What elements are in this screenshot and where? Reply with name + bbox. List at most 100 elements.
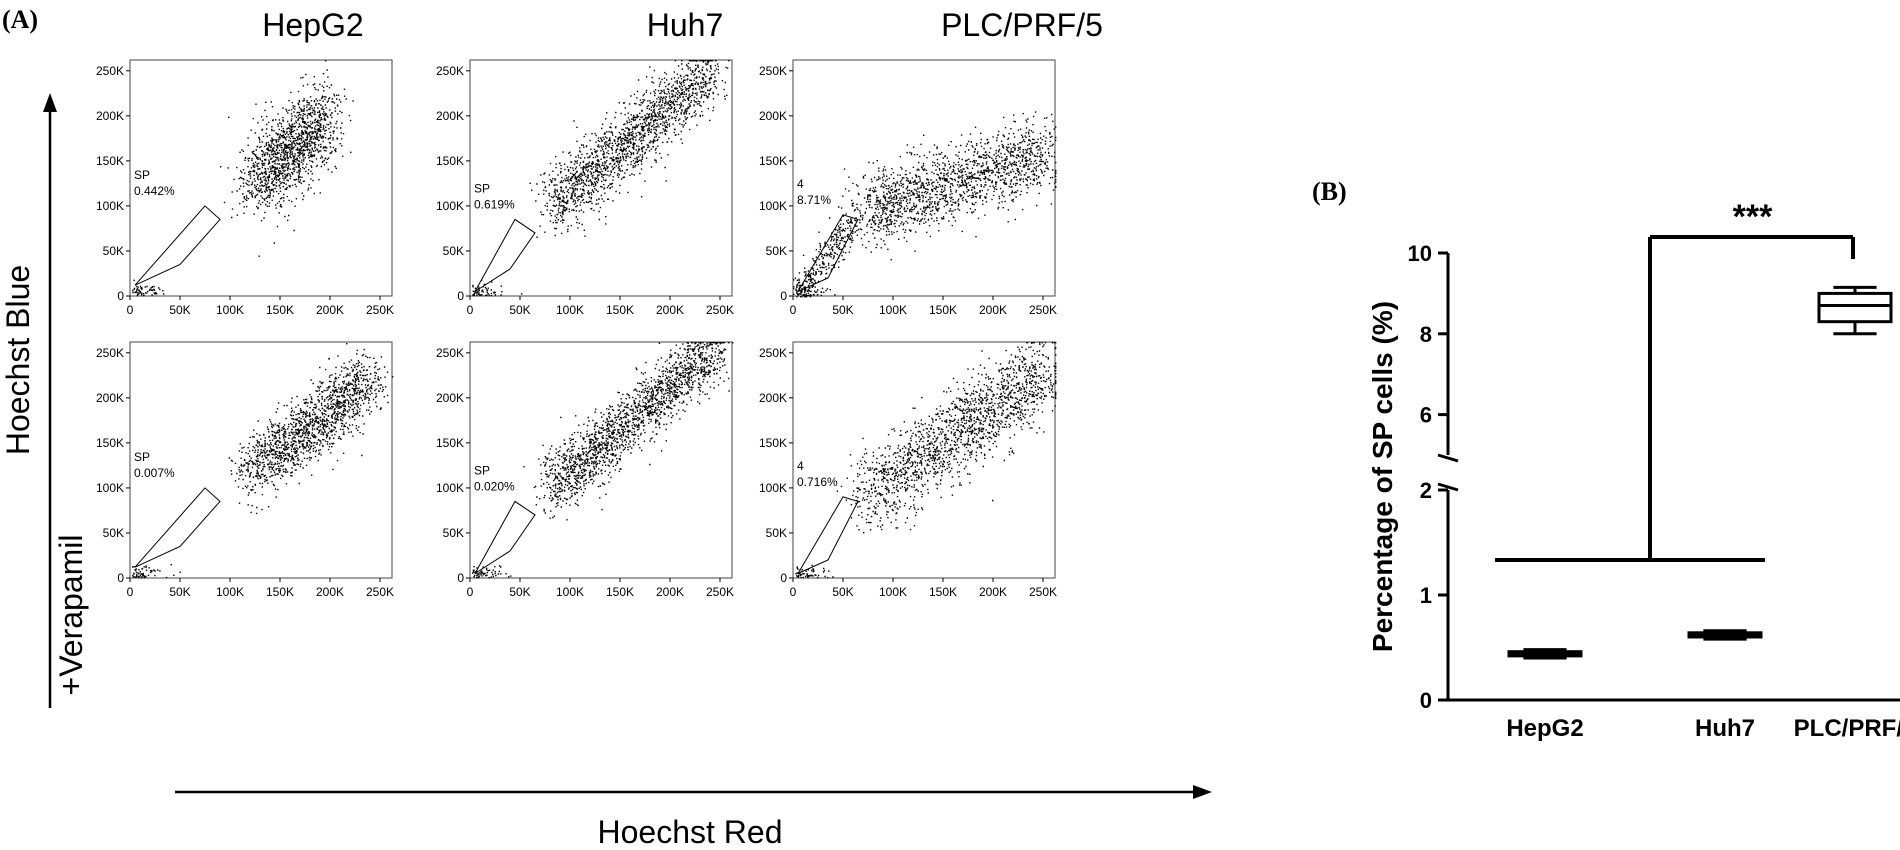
y-tick-label: 50K xyxy=(443,244,464,258)
verapamil-row-label: +Verapamil xyxy=(53,535,89,696)
b-category-label: HepG2 xyxy=(1506,715,1583,742)
plot-frame xyxy=(792,59,1056,297)
y-tick-label: 0 xyxy=(457,571,464,585)
y-tick-label: 100K xyxy=(96,481,124,495)
b-y-axis-title: Percentage of SP cells (%) xyxy=(1367,301,1398,652)
x-tick-label: 50K xyxy=(509,585,530,599)
y-tick-label: 100K xyxy=(96,199,124,213)
gate-name: SP xyxy=(474,181,490,195)
y-axis-title: Hoechst Blue xyxy=(0,265,36,455)
x-tick-label: 250K xyxy=(706,303,734,317)
gate-name: SP xyxy=(474,463,490,477)
y-tick-label: 250K xyxy=(759,64,787,78)
x-tick-label: 250K xyxy=(706,585,734,599)
y-tick-label: 250K xyxy=(96,64,124,78)
sp-gate xyxy=(474,500,536,574)
flow-plot-huh7-control: SP 0.619% 00 50K 50K 100K 100K 150K 150K 200K 200K… xyxy=(436,59,734,317)
y-tick-label: 150K xyxy=(436,436,464,450)
y-tick-label: 0 xyxy=(457,289,464,303)
y-tick-label: 150K xyxy=(759,436,787,450)
y-tick-label: 200K xyxy=(96,109,124,123)
b-y-tick-label: 10 xyxy=(1408,241,1432,266)
y-tick-label: 200K xyxy=(96,391,124,405)
y-tick-label: 150K xyxy=(96,154,124,168)
x-tick-label: 200K xyxy=(316,303,344,317)
y-tick-label: 50K xyxy=(103,526,124,540)
flow-plot-plc-prf-5-control: 4 8.71% 00 50K 50K 100K 100K 150K 150K 200K 200K 25… xyxy=(759,59,1057,317)
y-tick-label: 100K xyxy=(436,481,464,495)
sp-gate xyxy=(134,205,221,286)
b-y-tick-label: 1 xyxy=(1420,583,1432,608)
x-tick-label: 50K xyxy=(832,303,853,317)
scatter-points xyxy=(472,342,734,579)
y-tick-label: 250K xyxy=(436,346,464,360)
panel-b-label: (B) xyxy=(1312,177,1347,206)
y-tick-label: 250K xyxy=(96,346,124,360)
x-tick-label: 250K xyxy=(1029,585,1057,599)
flow-plot-hepg2-verapamil: SP 0.007% 00 50K 50K 100K 100K 150K 150K 200K 200K… xyxy=(96,341,394,599)
x-tick-label: 0 xyxy=(467,303,474,317)
x-axis-title: Hoechst Red xyxy=(598,814,783,850)
x-tick-label: 150K xyxy=(606,585,634,599)
flow-plot-hepg2-control: SP 0.442% 00 50K 50K 100K 100K 150K 150K 200K 200K… xyxy=(96,59,394,317)
column-title-huh7: Huh7 xyxy=(647,7,724,43)
y-tick-label: 100K xyxy=(759,199,787,213)
gate-percentage: 0.020% xyxy=(474,479,515,493)
y-tick-label: 150K xyxy=(759,154,787,168)
gate-percentage: 0.716% xyxy=(797,475,838,489)
x-tick-label: 250K xyxy=(1029,303,1057,317)
x-tick-label: 0 xyxy=(790,303,797,317)
x-tick-label: 50K xyxy=(169,585,190,599)
y-axis-arrow-head xyxy=(43,93,57,112)
y-tick-label: 0 xyxy=(117,571,124,585)
y-tick-label: 200K xyxy=(436,109,464,123)
x-tick-label: 100K xyxy=(879,585,907,599)
box-huh7 xyxy=(1687,629,1763,641)
x-tick-label: 50K xyxy=(509,303,530,317)
sp-gate xyxy=(797,496,859,574)
flow-plot-huh7-verapamil: SP 0.020% 00 50K 50K 100K 100K 150K 150K 200K 200K… xyxy=(436,341,734,599)
sp-gate xyxy=(134,487,221,568)
y-tick-label: 150K xyxy=(436,154,464,168)
x-tick-label: 0 xyxy=(790,585,797,599)
scatter-points xyxy=(132,60,354,297)
x-tick-label: 100K xyxy=(216,585,244,599)
x-tick-label: 100K xyxy=(216,303,244,317)
y-tick-label: 100K xyxy=(436,199,464,213)
gate-name: 4 xyxy=(797,459,804,473)
x-tick-label: 100K xyxy=(556,303,584,317)
sp-percentage-boxplot: 0 1 2 6 8 10 Percentage of SP cells (%) HepG2 Hu… xyxy=(1367,198,1900,742)
x-tick-label: 50K xyxy=(832,585,853,599)
gate-percentage: 0.442% xyxy=(134,184,175,198)
b-y-tick-label: 0 xyxy=(1420,688,1432,713)
y-tick-label: 0 xyxy=(780,289,787,303)
x-tick-label: 0 xyxy=(127,585,134,599)
significance-stars: *** xyxy=(1733,198,1773,236)
y-tick-label: 50K xyxy=(103,244,124,258)
y-tick-label: 200K xyxy=(759,109,787,123)
y-tick-label: 50K xyxy=(766,526,787,540)
y-tick-label: 200K xyxy=(436,391,464,405)
column-title-hepg2: HepG2 xyxy=(262,7,363,43)
x-tick-label: 150K xyxy=(266,303,294,317)
y-tick-label: 0 xyxy=(780,571,787,585)
plot-frame xyxy=(469,341,733,579)
x-tick-label: 150K xyxy=(929,303,957,317)
plot-frame xyxy=(129,341,393,579)
column-title-plc: PLC/PRF/5 xyxy=(941,7,1103,43)
sp-gate xyxy=(474,218,536,292)
box-iqr xyxy=(1817,291,1893,324)
gate-percentage: 0.619% xyxy=(474,197,515,211)
axis-break-mark xyxy=(1437,453,1459,463)
y-tick-label: 250K xyxy=(436,64,464,78)
gate-name: 4 xyxy=(797,177,804,191)
x-tick-label: 100K xyxy=(879,303,907,317)
plot-frame xyxy=(792,341,1056,579)
x-tick-label: 150K xyxy=(929,585,957,599)
x-tick-label: 200K xyxy=(656,303,684,317)
sp-gate xyxy=(797,214,859,292)
y-tick-label: 250K xyxy=(759,346,787,360)
gate-percentage: 0.007% xyxy=(134,466,175,480)
box-plc-prf-5 xyxy=(1817,285,1893,336)
x-tick-label: 50K xyxy=(169,303,190,317)
